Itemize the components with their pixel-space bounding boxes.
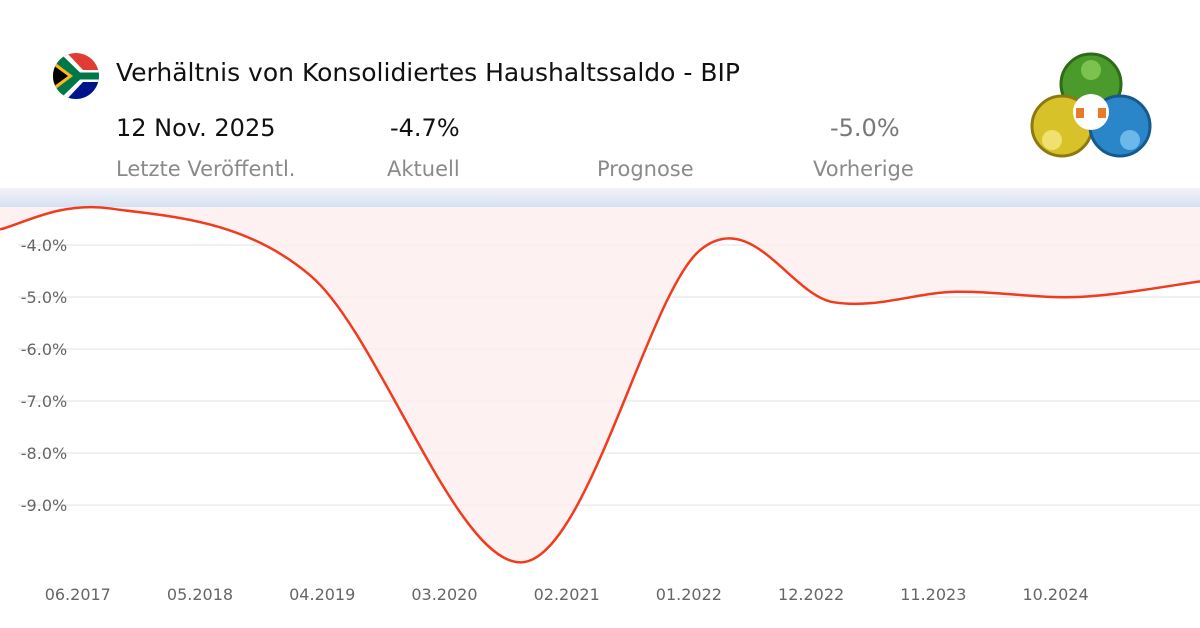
area-fill <box>0 207 1200 563</box>
forecast-label: Prognose <box>597 157 694 181</box>
last-release-label: Letzte Veröffentl. <box>116 157 296 181</box>
south-africa-flag-icon <box>53 53 99 99</box>
x-tick-label: 01.2022 <box>656 585 722 604</box>
series-line <box>0 205 1200 564</box>
x-tick-label: 04.2019 <box>289 585 355 604</box>
x-tick-label: 05.2018 <box>167 585 233 604</box>
x-tick-label: 11.2023 <box>900 585 966 604</box>
y-tick-label: -4.0% <box>21 236 67 255</box>
x-tick-label: 03.2020 <box>411 585 477 604</box>
last-release-value: 12 Nov. 2025 <box>116 114 276 142</box>
chart-top-band <box>0 188 1200 207</box>
actual-label: Aktuell <box>387 157 460 181</box>
y-tick-label: -5.0% <box>21 288 67 307</box>
previous-label: Vorherige <box>813 157 914 181</box>
actual-value: -4.7% <box>390 114 460 142</box>
previous-value: -5.0% <box>830 114 900 142</box>
page-title: Verhältnis von Konsolidiertes Haushaltss… <box>116 58 740 87</box>
y-tick-label: -6.0% <box>21 340 67 359</box>
x-tick-label: 06.2017 <box>45 585 111 604</box>
budget-balance-chart: -4.0% -5.0% -6.0% -7.0% -8.0% -9.0% 06.2017 05… <box>0 188 1200 604</box>
x-tick-label: 12.2022 <box>778 585 844 604</box>
y-tick-label: -7.0% <box>21 392 67 411</box>
x-tick-label: 02.2021 <box>534 585 600 604</box>
y-tick-label: -8.0% <box>21 444 67 463</box>
y-tick-label: -9.0% <box>21 496 67 515</box>
metatrader-logo-icon <box>1030 52 1152 158</box>
x-tick-label: 10.2024 <box>1022 585 1088 604</box>
